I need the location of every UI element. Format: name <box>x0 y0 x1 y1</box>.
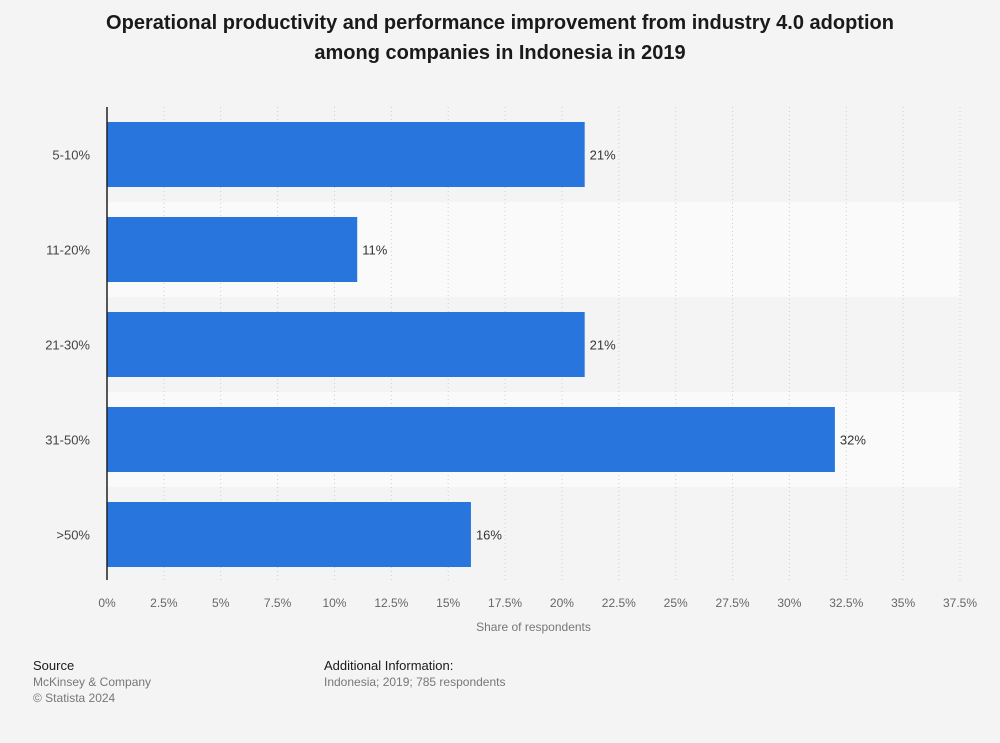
x-tick-label: 10% <box>322 596 346 610</box>
source-line-copyright: © Statista 2024 <box>33 691 116 705</box>
data-label: 11% <box>362 243 387 258</box>
bar-chart: 21% 11% 21% 32% 16% 5-10% 11-20% 21-30% 31-50% >… <box>45 107 977 634</box>
category-label: 21-30% <box>45 338 90 353</box>
x-tick-label: 7.5% <box>264 596 292 610</box>
x-tick-label: 2.5% <box>150 596 178 610</box>
data-labels: 21% 11% 21% 32% 16% <box>362 148 866 543</box>
x-axis-title: Share of respondents <box>476 620 591 634</box>
chart-title-line-2: among companies in Indonesia in 2019 <box>314 42 686 64</box>
additional-info-heading: Additional Information: <box>324 658 454 673</box>
x-tick-label: 30% <box>777 596 801 610</box>
x-tick-label: 35% <box>891 596 915 610</box>
x-tick-label: 20% <box>550 596 574 610</box>
data-label: 16% <box>476 528 502 543</box>
x-tick-label: 22.5% <box>602 596 636 610</box>
source-block: Source McKinsey & Company © Statista 202… <box>33 658 151 706</box>
data-label: 32% <box>840 433 866 448</box>
category-label: >50% <box>56 528 90 543</box>
data-label: 21% <box>590 148 616 163</box>
chart-title-line-1: Operational productivity and performance… <box>106 12 894 34</box>
x-tick-label: 0% <box>98 596 116 610</box>
x-tick-label: 27.5% <box>716 596 750 610</box>
source-heading: Source <box>33 658 75 673</box>
bars <box>107 122 835 567</box>
bar[interactable] <box>107 312 585 377</box>
category-label: 5-10% <box>52 148 90 163</box>
source-line-publisher[interactable]: McKinsey & Company <box>33 675 152 689</box>
x-tick-label: 25% <box>664 596 688 610</box>
bar[interactable] <box>107 217 358 282</box>
category-label: 11-20% <box>46 243 90 258</box>
category-labels: 5-10% 11-20% 21-30% 31-50% >50% <box>45 148 90 543</box>
x-tick-label: 17.5% <box>488 596 522 610</box>
bar[interactable] <box>107 407 835 472</box>
bar[interactable] <box>107 502 471 567</box>
x-tick-label: 12.5% <box>374 596 408 610</box>
additional-info-block: Additional Information: Indonesia; 2019;… <box>324 658 505 690</box>
x-tick-labels: 0% 2.5% 5% 7.5% 10% 12.5% 15% 17.5% 20% 22.5% 25% 2… <box>98 596 977 610</box>
category-label: 31-50% <box>45 433 90 448</box>
x-tick-label: 37.5% <box>943 596 977 610</box>
bar[interactable] <box>107 122 585 187</box>
x-tick-label: 32.5% <box>829 596 863 610</box>
x-tick-label: 5% <box>212 596 230 610</box>
chart-title: Operational productivity and performance… <box>40 8 960 68</box>
data-label: 21% <box>590 338 616 353</box>
additional-info-text: Indonesia; 2019; 785 respondents <box>324 675 506 689</box>
x-tick-label: 15% <box>436 596 460 610</box>
